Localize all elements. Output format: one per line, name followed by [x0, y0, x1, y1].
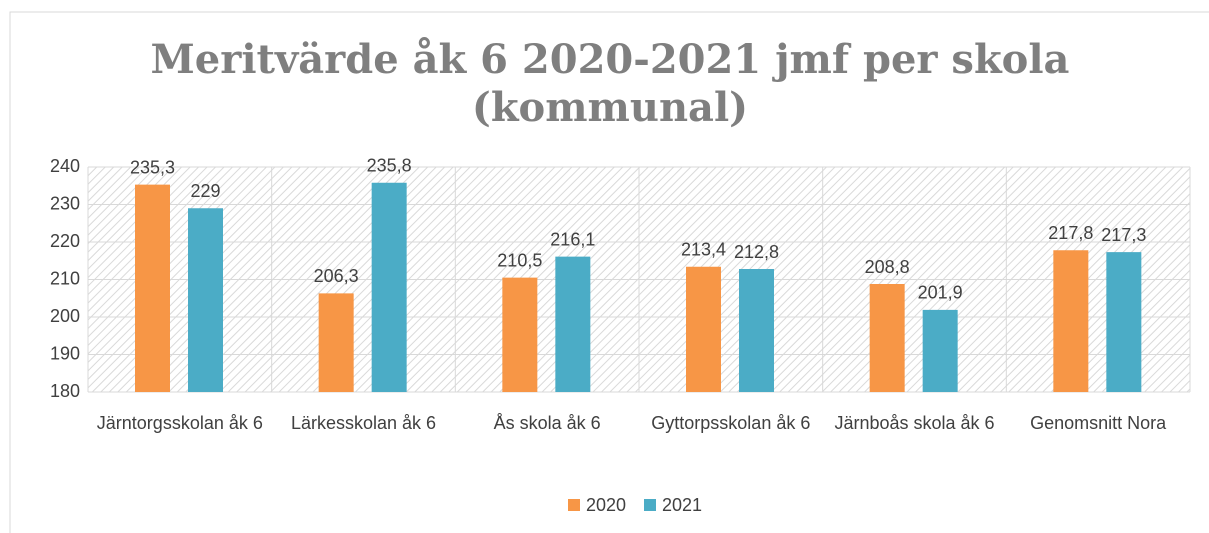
y-tick-label: 200 [50, 306, 80, 326]
data-label: 208,8 [865, 257, 910, 277]
bar [502, 277, 538, 392]
x-tick-label: Gyttorpsskolan åk 6 [651, 413, 811, 433]
bar [555, 256, 591, 392]
y-tick-label: 190 [50, 343, 80, 363]
chart-border [9, 11, 1209, 533]
bar [188, 208, 223, 392]
bar [1106, 252, 1142, 392]
legend-label: 2021 [662, 495, 702, 515]
data-label: 217,8 [1048, 223, 1093, 243]
bar [686, 266, 721, 392]
x-tick-label: Genomsnitt Nora [1030, 413, 1167, 433]
bar [371, 182, 407, 392]
data-label: 201,9 [918, 283, 963, 303]
data-label: 216,1 [550, 229, 595, 249]
x-tick-label: Järnboås skola åk 6 [834, 413, 995, 433]
y-tick-label: 180 [50, 381, 80, 401]
bar [922, 309, 958, 392]
legend-label: 2020 [586, 495, 626, 515]
bar [869, 284, 905, 392]
data-label: 235,3 [130, 157, 175, 177]
data-label: 210,5 [497, 250, 542, 270]
x-tick-label: Järntorgsskolan åk 6 [96, 413, 263, 433]
data-label: 235,8 [367, 156, 412, 176]
data-label: 206,3 [314, 266, 359, 286]
legend-swatch [568, 499, 580, 511]
bar [135, 184, 170, 392]
data-label: 213,4 [681, 240, 726, 260]
data-label: 217,3 [1101, 225, 1146, 245]
y-tick-label: 220 [50, 231, 80, 251]
y-tick-label: 230 [50, 193, 80, 213]
chart-title: Meritvärde åk 6 2020-2021 jmf per skola … [150, 36, 1070, 131]
x-tick-label: Lärkesskolan åk 6 [290, 413, 437, 433]
y-tick-label: 240 [50, 156, 80, 176]
legend-swatch [644, 499, 656, 511]
bar [1053, 250, 1089, 392]
y-tick-label: 210 [50, 268, 80, 288]
data-label: 229 [190, 181, 220, 201]
bar [739, 269, 774, 392]
bar [318, 293, 354, 392]
x-tick-label: Ås skola åk 6 [493, 413, 601, 433]
data-label: 212,8 [734, 242, 779, 262]
